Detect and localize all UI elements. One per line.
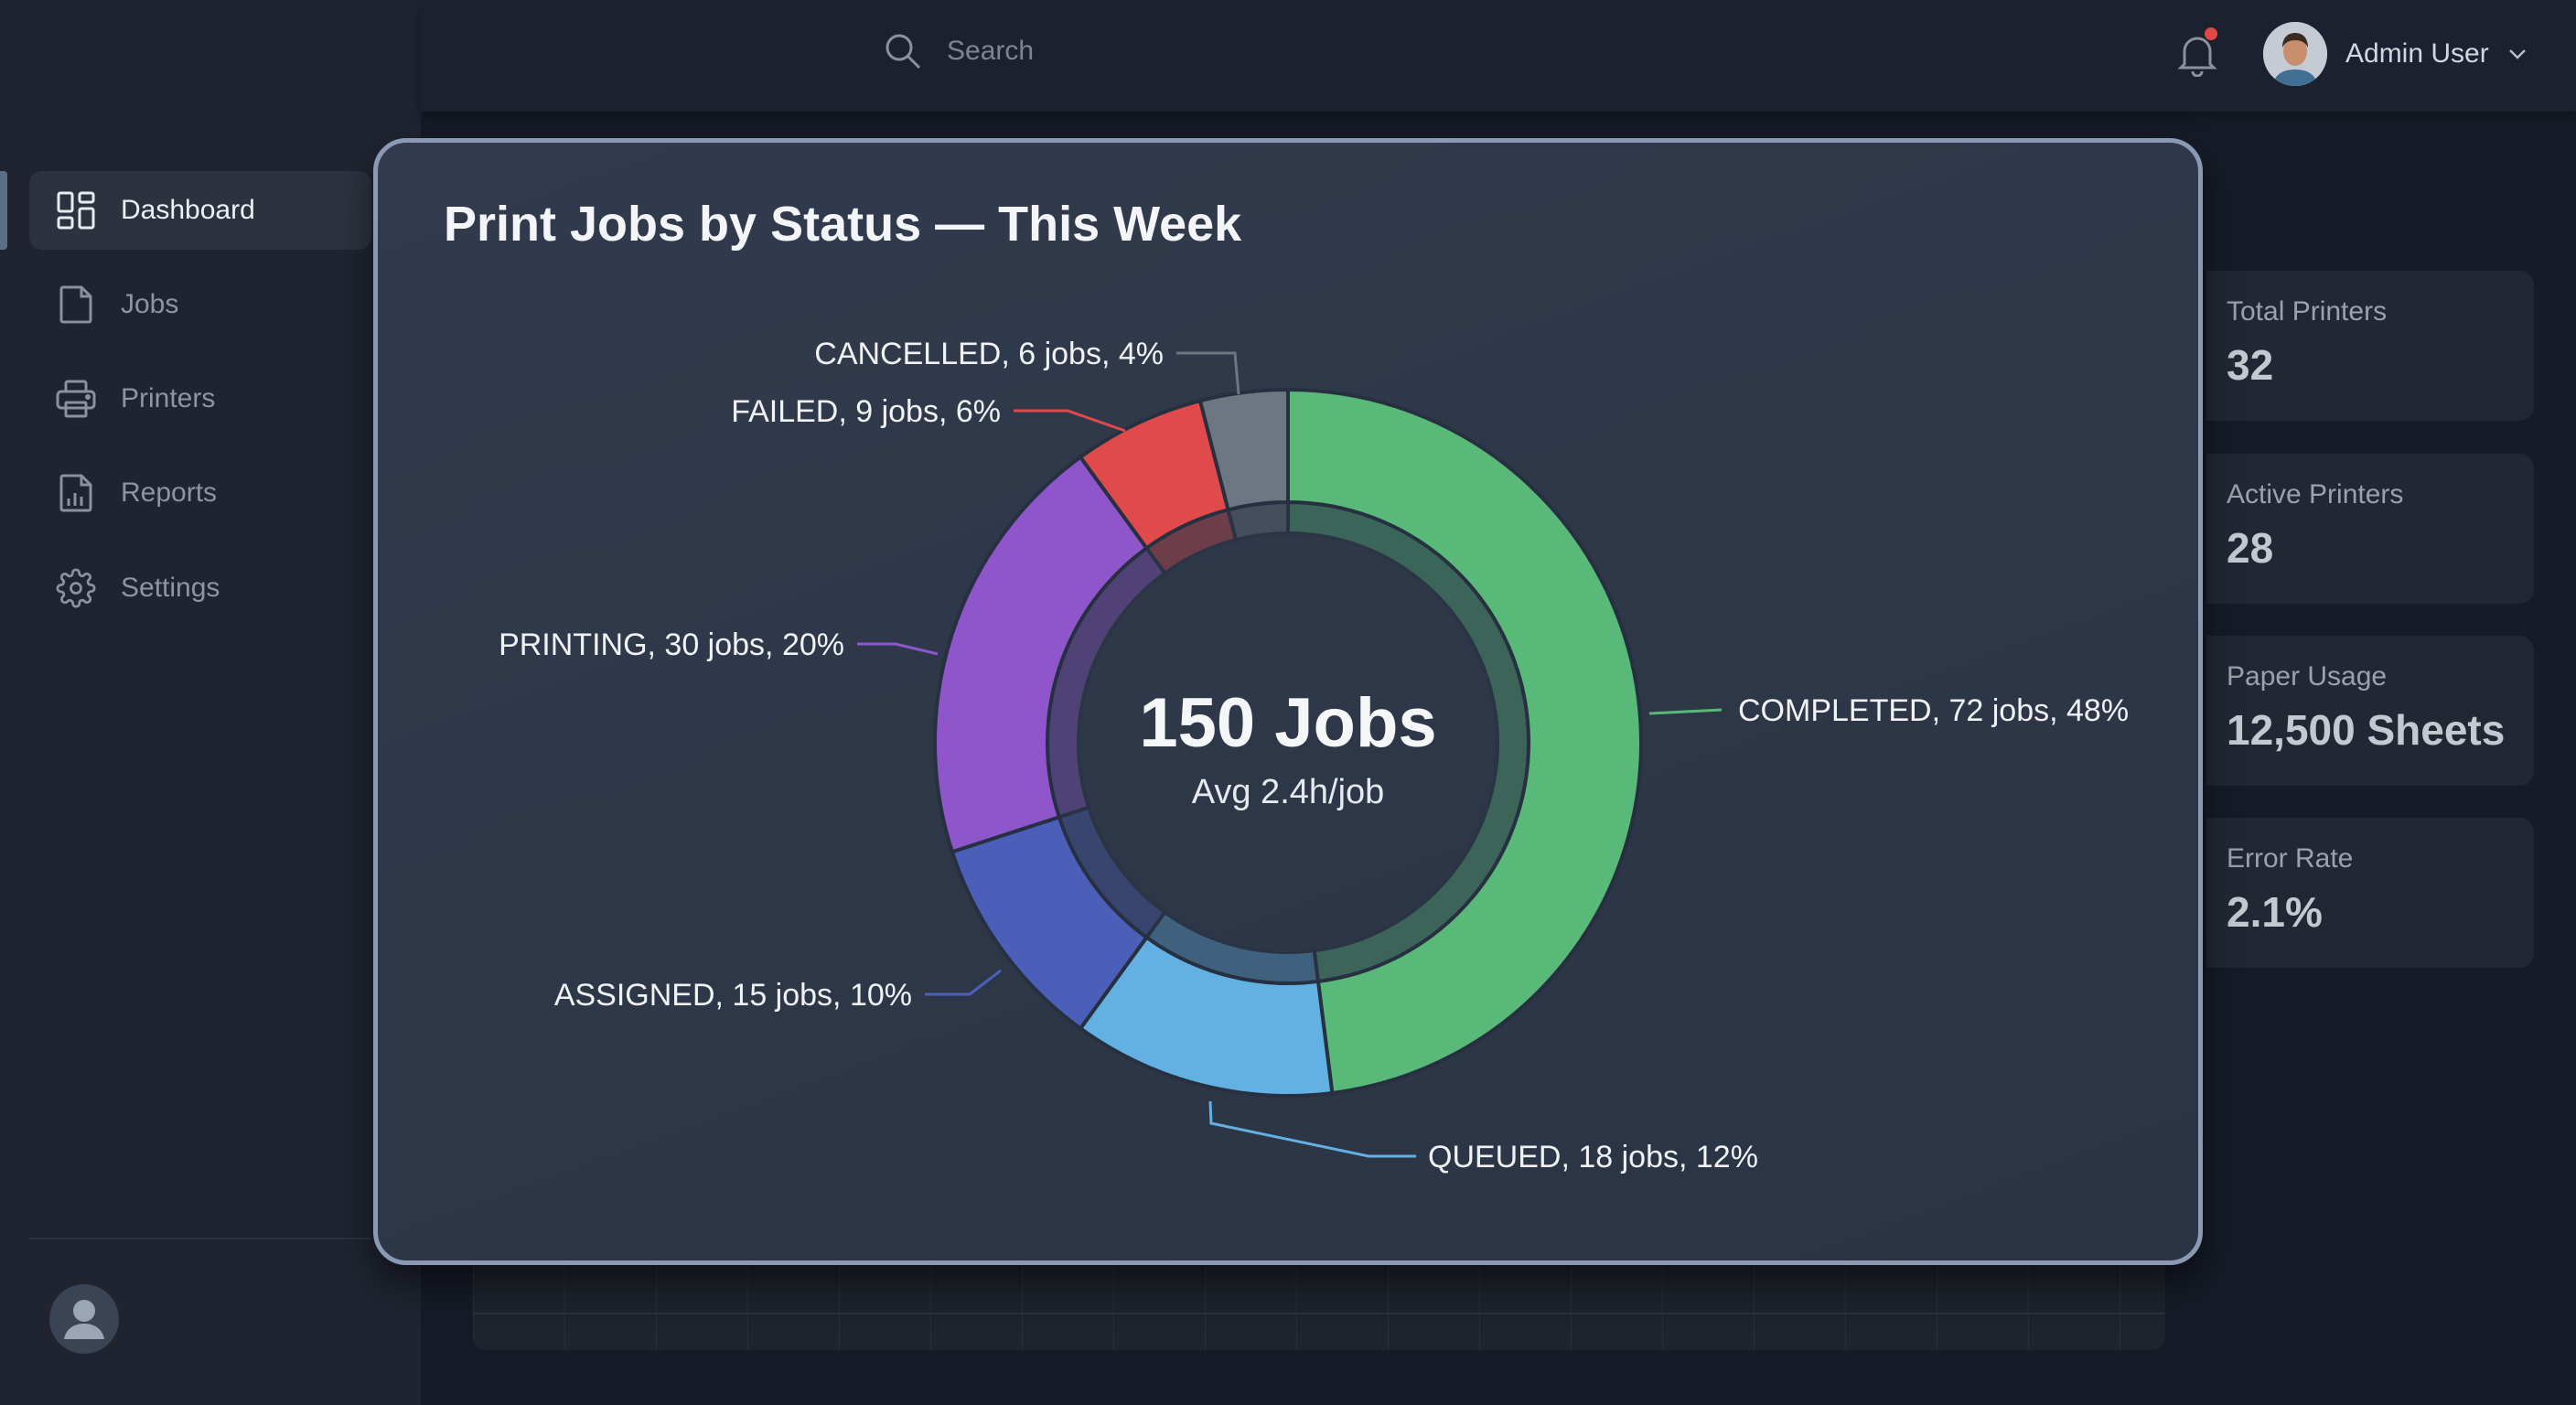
sidebar-item-label: Reports — [121, 477, 218, 508]
slice-label-completed: COMPLETED, 72 jobs, 48% — [1738, 693, 2129, 728]
stat-value: 12,500 Sheets — [2227, 706, 2506, 754]
report-icon — [55, 472, 97, 514]
slice-completed[interactable] — [1286, 387, 1643, 1096]
leader-line-printing — [857, 642, 939, 656]
user-icon — [64, 1300, 104, 1339]
center-subtitle: Avg 2.4h/job — [1192, 773, 1385, 811]
sidebar-item-label: Jobs — [121, 289, 179, 319]
stat-value: 2.1% — [2227, 888, 2323, 936]
slice-label-assigned: ASSIGNED, 15 jobs, 10% — [554, 978, 912, 1013]
bell-icon — [2177, 37, 2217, 78]
gear-icon — [55, 567, 97, 609]
sidebar-item-jobs[interactable]: Jobs — [29, 265, 371, 344]
sidebar-item-dashboard[interactable]: Dashboard — [29, 171, 371, 250]
slice-cancelled[interactable] — [1197, 387, 1290, 512]
slice-inner-band-queued — [1143, 909, 1321, 985]
slice-label-cancelled: CANCELLED, 6 jobs, 4% — [814, 337, 1164, 371]
printer-icon — [55, 378, 97, 420]
slice-inner-band-failed — [1143, 507, 1239, 576]
user-menu[interactable]: Admin User — [2263, 22, 2529, 86]
leader-line-failed — [1014, 409, 1126, 433]
file-icon — [55, 284, 97, 326]
slice-inner-band-assigned — [1057, 805, 1168, 940]
slice-inner-band-cancelled — [1226, 499, 1290, 542]
user-name: Admin User — [2345, 38, 2489, 69]
sidebar: Dashboard Jobs Printers Reports Settings — [0, 0, 421, 1405]
slice-printing[interactable] — [933, 454, 1150, 854]
search-icon — [886, 34, 921, 70]
stat-label: Error Rate — [2227, 843, 2354, 874]
chart-title: Print Jobs by Status — This Week — [444, 197, 1242, 252]
sidebar-divider — [29, 1238, 371, 1239]
leader-line-cancelled — [1176, 351, 1240, 395]
leader-line-completed — [1648, 708, 1723, 715]
search-bar[interactable] — [883, 31, 1497, 71]
chevron-down-icon — [2508, 49, 2526, 59]
stat-card-paper-usage: Paper Usage 12,500 Sheets — [2206, 636, 2534, 786]
profile-avatar-button[interactable] — [49, 1284, 119, 1354]
background-table-panel — [473, 1265, 2165, 1350]
stat-card-error-rate: Error Rate 2.1% — [2206, 818, 2534, 968]
center-total: 150 Jobs — [1139, 684, 1436, 762]
sidebar-item-printers[interactable]: Printers — [29, 359, 371, 438]
stat-value: 28 — [2227, 524, 2274, 572]
stat-card-active-printers: Active Printers 28 — [2206, 454, 2534, 604]
leader-line-queued — [1208, 1100, 1416, 1158]
sidebar-item-label: Dashboard — [121, 195, 255, 225]
stat-label: Paper Usage — [2227, 661, 2388, 692]
leader-line-assigned — [925, 969, 1002, 996]
stat-label: Total Printers — [2227, 296, 2388, 327]
slice-label-failed: FAILED, 9 jobs, 6% — [731, 394, 1001, 429]
slice-label-queued: QUEUED, 18 jobs, 12% — [1428, 1140, 1758, 1174]
top-bar: Admin User — [421, 0, 2576, 112]
stat-card-total-printers: Total Printers 32 — [2206, 271, 2534, 421]
dashboard-icon — [55, 189, 97, 231]
notifications-button[interactable] — [2177, 27, 2219, 78]
sidebar-item-reports[interactable]: Reports — [29, 454, 371, 532]
slice-label-printing: PRINTING, 30 jobs, 20% — [499, 627, 844, 662]
avatar — [2263, 22, 2327, 86]
stat-label: Active Printers — [2227, 479, 2404, 509]
sidebar-item-settings[interactable]: Settings — [29, 549, 371, 627]
sidebar-item-label: Settings — [121, 573, 220, 603]
notification-dot — [2205, 27, 2217, 40]
active-indicator — [0, 171, 7, 250]
sidebar-item-label: Printers — [121, 383, 216, 413]
stat-value: 32 — [2227, 341, 2274, 389]
search-input[interactable] — [945, 35, 1497, 68]
